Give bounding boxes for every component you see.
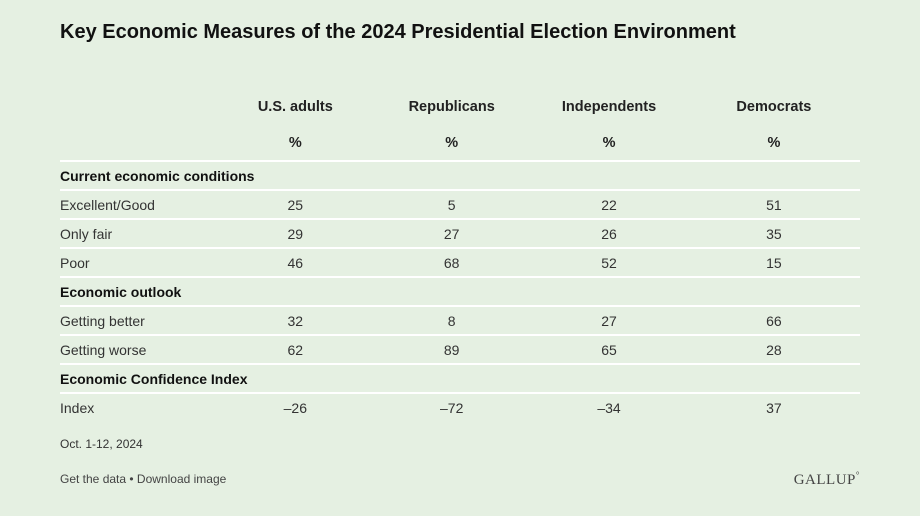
table-row: Excellent/Good 25 5 22 51 [60, 190, 860, 219]
row-label: Poor [60, 254, 90, 271]
value-cell: 35 [766, 225, 782, 242]
unit-row: % % % % [60, 126, 860, 161]
data-table: U.S. adults Republicans Independents Dem… [60, 88, 860, 421]
section-row: Economic Confidence Index [60, 364, 860, 393]
row-label: Getting better [60, 312, 145, 329]
value-cell: 37 [766, 399, 782, 416]
value-cell: 28 [766, 341, 782, 358]
section-row: Economic outlook [60, 277, 860, 306]
value-cell: 25 [287, 196, 304, 213]
row-label: Index [60, 399, 95, 416]
footer-links: Get the data • Download image [60, 472, 226, 486]
row-label: Excellent/Good [60, 196, 155, 213]
survey-dates: Oct. 1-12, 2024 [60, 437, 143, 451]
value-cell: 22 [601, 196, 617, 213]
value-cell: 51 [766, 196, 782, 213]
value-cell: 89 [443, 341, 460, 358]
table-row: Getting worse 62 89 65 28 [60, 335, 860, 364]
table-row: Only fair 29 27 26 35 [60, 219, 860, 248]
value-cell: –26 [283, 399, 307, 416]
value-cell: 62 [287, 341, 304, 358]
table-row: Getting better 32 8 27 66 [60, 306, 860, 335]
value-cell: 5 [447, 196, 456, 213]
value-cell: 52 [601, 254, 617, 271]
value-cell: 27 [601, 312, 617, 329]
footer-separator: • [126, 472, 137, 486]
value-cell: –34 [597, 399, 621, 416]
unit-row-label [60, 126, 218, 161]
logo-text: GALLUP [793, 472, 856, 488]
unit-cell: % [602, 135, 616, 151]
column-header: Democrats [736, 99, 812, 115]
column-header: Independents [561, 99, 657, 115]
column-header: Republicans [408, 99, 495, 115]
row-label-header [60, 88, 218, 126]
value-cell: 46 [287, 254, 304, 271]
value-cell: 68 [443, 254, 460, 271]
unit-cell: % [445, 135, 459, 151]
value-cell: –72 [440, 399, 464, 416]
section-label: Economic Confidence Index [60, 370, 248, 387]
value-cell: 65 [601, 341, 617, 358]
get-data-link[interactable]: Get the data [60, 472, 127, 486]
value-cell: 8 [447, 312, 456, 329]
table-body: Current economic conditions Excellent/Goo… [60, 161, 860, 421]
table-row: Poor 46 68 52 15 [60, 248, 860, 277]
row-label: Getting worse [60, 341, 147, 358]
logo-mark: ° [855, 470, 860, 480]
gallup-logo: GALLUP° [794, 470, 860, 489]
chart-title: Key Economic Measures of the 2024 Presid… [60, 21, 736, 43]
section-row: Current economic conditions [60, 161, 860, 190]
table-row: Index –26 –72 –34 37 [60, 393, 860, 421]
download-image-link[interactable]: Download image [136, 472, 227, 486]
column-header-row: U.S. adults Republicans Independents Dem… [60, 88, 860, 126]
value-cell: 15 [766, 254, 782, 271]
row-label: Only fair [60, 225, 113, 242]
value-cell: 27 [443, 225, 460, 242]
section-label: Current economic conditions [60, 167, 255, 184]
value-cell: 29 [287, 225, 304, 242]
column-header: U.S. adults [257, 99, 333, 115]
unit-cell: % [767, 135, 781, 151]
value-cell: 66 [766, 312, 782, 329]
section-label: Economic outlook [60, 283, 182, 300]
value-cell: 26 [601, 225, 617, 242]
value-cell: 32 [287, 312, 304, 329]
unit-cell: % [288, 135, 302, 151]
